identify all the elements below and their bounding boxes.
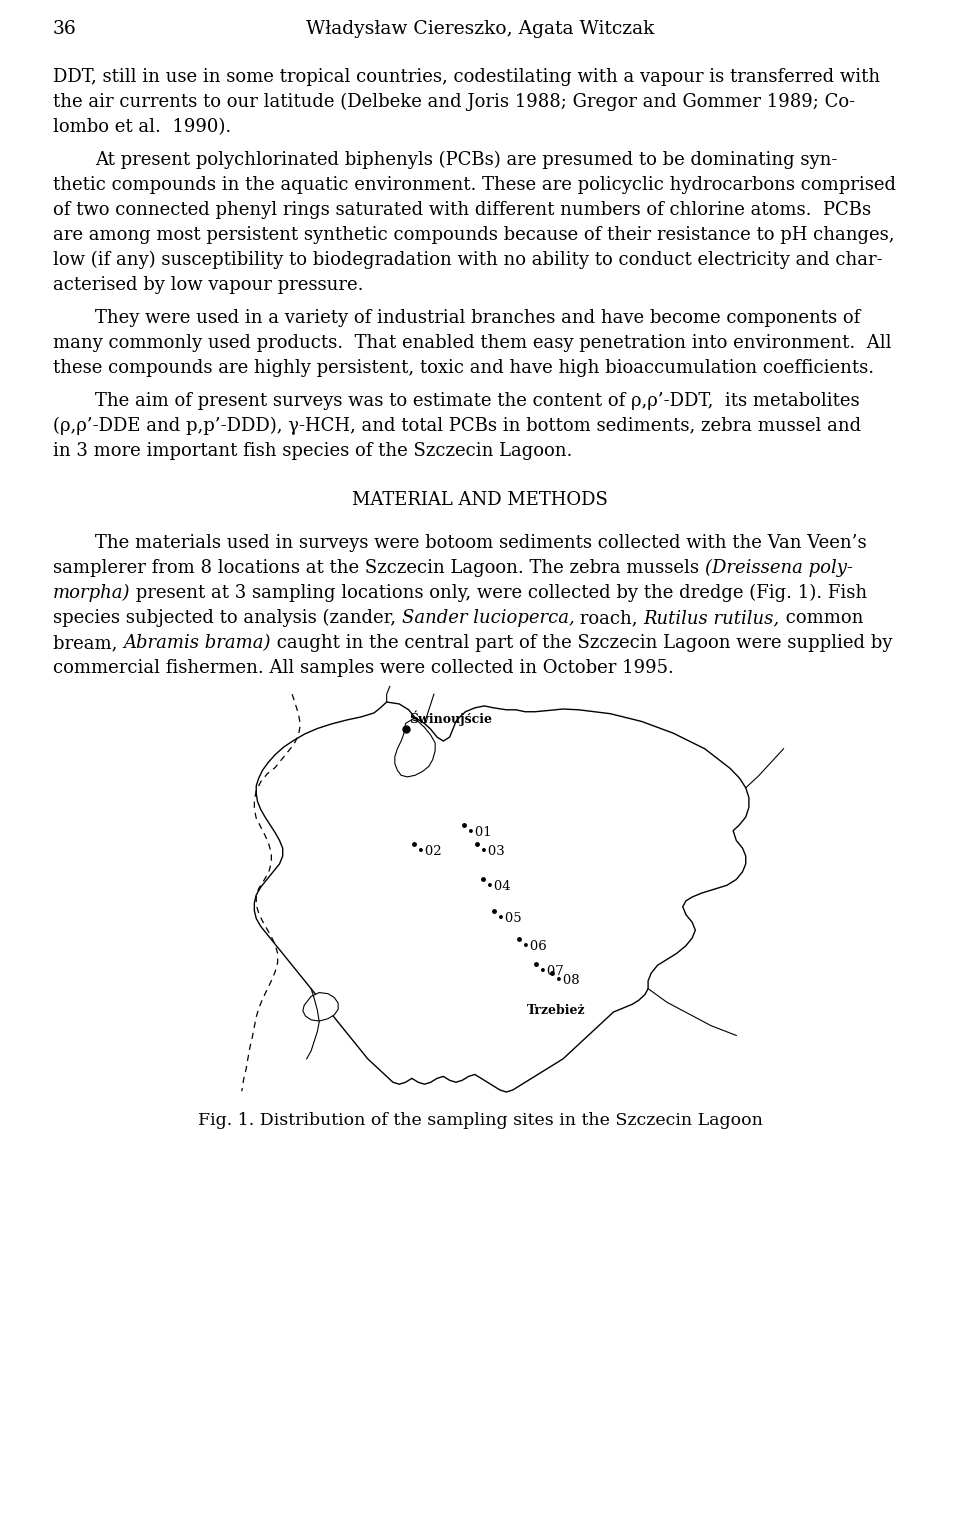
Text: (Dreissena poly-: (Dreissena poly-: [705, 558, 852, 578]
Text: thetic compounds in the aquatic environment. These are policyclic hydrocarbons c: thetic compounds in the aquatic environm…: [53, 176, 896, 194]
Text: 36: 36: [53, 20, 77, 38]
Text: The aim of present surveys was to estimate the content of ρ,ρ’-DDT,  its metabol: The aim of present surveys was to estima…: [95, 391, 859, 410]
Polygon shape: [302, 992, 338, 1021]
Text: common: common: [780, 608, 863, 627]
Text: Fig. 1. Distribution of the sampling sites in the Szczecin Lagoon: Fig. 1. Distribution of the sampling sit…: [198, 1112, 762, 1129]
Text: lombo et al.  1990).: lombo et al. 1990).: [53, 118, 231, 137]
Text: Trzebież: Trzebież: [527, 1004, 586, 1018]
Text: The materials used in surveys were botoom sediments collected with the Van Veen’: The materials used in surveys were botoo…: [95, 534, 867, 552]
Text: samplerer from 8 locations at the Szczecin Lagoon. The zebra mussels: samplerer from 8 locations at the Szczec…: [53, 558, 705, 576]
Text: •04: •04: [486, 880, 511, 894]
Text: Abramis brama): Abramis brama): [123, 634, 271, 652]
Polygon shape: [395, 719, 435, 777]
Text: They were used in a variety of industrial branches and have become components of: They were used in a variety of industria…: [95, 309, 860, 328]
Text: acterised by low vapour pressure.: acterised by low vapour pressure.: [53, 276, 364, 294]
Text: the air currents to our latitude (Delbeke and Joris 1988; Gregor and Gommer 1989: the air currents to our latitude (Delbek…: [53, 93, 855, 111]
Text: morpha): morpha): [53, 584, 131, 602]
Text: Świnoujście: Świnoujście: [410, 710, 492, 725]
Text: these compounds are highly persistent, toxic and have high bioaccumulation coeff: these compounds are highly persistent, t…: [53, 360, 875, 378]
Text: •02: •02: [417, 845, 442, 859]
Text: roach,: roach,: [574, 608, 644, 627]
Text: Władysław Ciereszko, Agata Witczak: Władysław Ciereszko, Agata Witczak: [306, 20, 654, 38]
Text: species subjected to analysis (zander,: species subjected to analysis (zander,: [53, 608, 401, 627]
Text: •05: •05: [496, 912, 521, 925]
Text: Sander lucioperca,: Sander lucioperca,: [401, 608, 574, 627]
Text: low (if any) susceptibility to biodegradation with no ability to conduct electri: low (if any) susceptibility to biodegrad…: [53, 250, 882, 269]
Text: in 3 more important fish species of the Szczecin Lagoon.: in 3 more important fish species of the …: [53, 441, 572, 460]
Text: •07: •07: [539, 965, 564, 978]
Text: Rutilus rutilus,: Rutilus rutilus,: [644, 608, 780, 627]
Text: •08: •08: [555, 974, 580, 988]
Text: •03: •03: [480, 845, 505, 859]
Text: MATERIAL AND METHODS: MATERIAL AND METHODS: [352, 492, 608, 510]
Text: commercial fishermen. All samples were collected in October 1995.: commercial fishermen. All samples were c…: [53, 658, 674, 677]
Text: DDT, still in use in some tropical countries, codestilating with a vapour is tra: DDT, still in use in some tropical count…: [53, 68, 880, 86]
Text: present at 3 sampling locations only, were collected by the dredge (Fig. 1). Fis: present at 3 sampling locations only, we…: [131, 584, 868, 602]
Text: At present polychlorinated biphenyls (PCBs) are presumed to be dominating syn-: At present polychlorinated biphenyls (PC…: [95, 152, 837, 170]
Polygon shape: [254, 702, 749, 1092]
Text: •01: •01: [468, 825, 492, 839]
Text: bream,: bream,: [53, 634, 123, 652]
Text: are among most persistent synthetic compounds because of their resistance to pH : are among most persistent synthetic comp…: [53, 226, 895, 244]
Text: of two connected phenyl rings saturated with different numbers of chlorine atoms: of two connected phenyl rings saturated …: [53, 200, 871, 218]
Text: many commonly used products.  That enabled them easy penetration into environmen: many commonly used products. That enable…: [53, 334, 892, 352]
Text: •06: •06: [522, 941, 546, 953]
Text: caught in the central part of the Szczecin Lagoon were supplied by: caught in the central part of the Szczec…: [271, 634, 892, 652]
Text: (ρ,ρ’-DDE and p,p’-DDD), γ-HCH, and total PCBs in bottom sediments, zebra mussel: (ρ,ρ’-DDE and p,p’-DDD), γ-HCH, and tota…: [53, 417, 861, 435]
